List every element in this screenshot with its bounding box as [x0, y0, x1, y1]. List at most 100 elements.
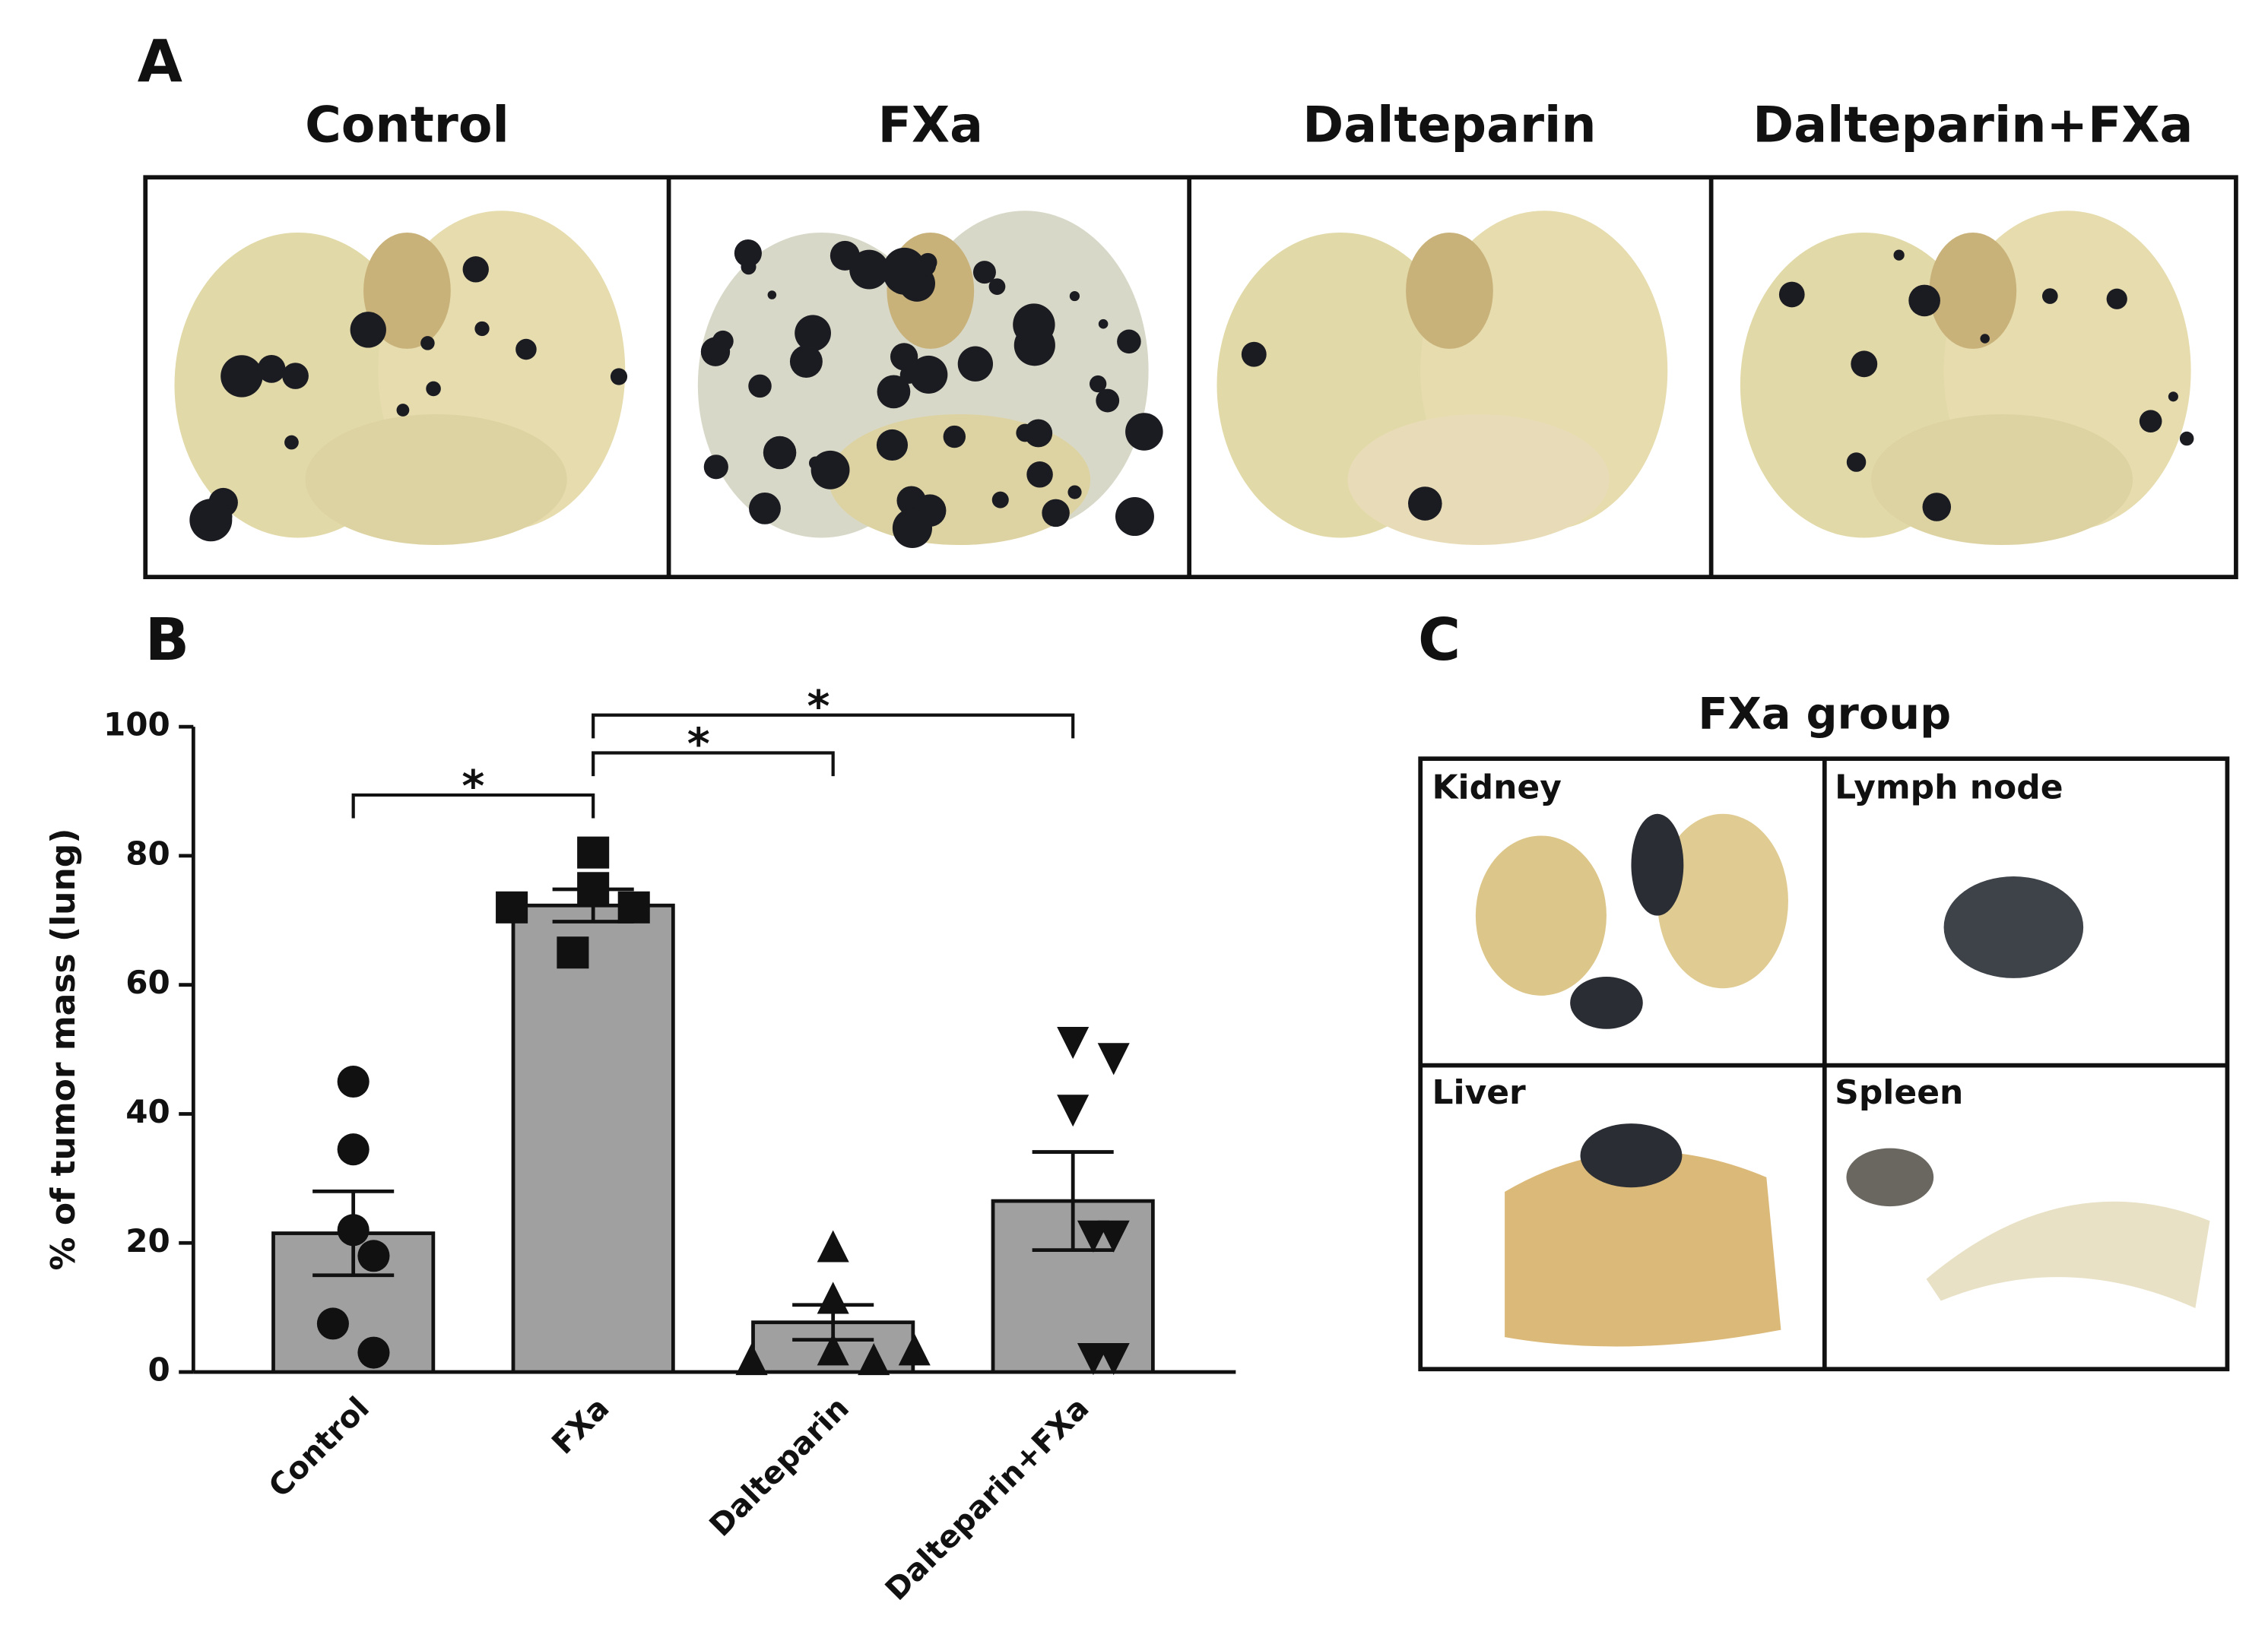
- spot: [2139, 410, 2162, 433]
- spot: [909, 355, 948, 394]
- spot: [610, 368, 628, 385]
- spot: [1069, 290, 1080, 302]
- spot: [2106, 288, 2127, 309]
- spot: [1115, 497, 1154, 537]
- panel-label: A: [138, 28, 182, 96]
- spot: [943, 425, 966, 448]
- significance-label: *: [687, 718, 710, 769]
- spot: [1024, 419, 1053, 448]
- spot: [420, 336, 435, 350]
- data-point: [1077, 1220, 1109, 1253]
- photo-title: Dalteparin: [1302, 97, 1596, 154]
- photo-label: Kidney: [1432, 768, 1561, 806]
- data-point: [577, 872, 610, 905]
- spot: [1096, 388, 1120, 413]
- spot: [1042, 499, 1070, 528]
- y-tick-label: 40: [125, 1093, 170, 1130]
- spot: [282, 363, 309, 389]
- photo-title: Dalteparin+FXa: [1753, 97, 2193, 154]
- data-point: [577, 836, 610, 869]
- data-point: [337, 1065, 370, 1098]
- spot: [215, 508, 233, 525]
- spot: [892, 508, 933, 548]
- spot: [284, 435, 299, 450]
- spot: [1408, 486, 1442, 521]
- spot: [426, 381, 441, 397]
- spot: [748, 374, 772, 398]
- spot: [474, 321, 490, 337]
- lung-lobe: [1347, 413, 1610, 546]
- spot: [795, 315, 831, 352]
- data-point: [817, 1230, 849, 1263]
- spot: [220, 355, 263, 398]
- spot: [972, 261, 996, 284]
- y-tick-label: 20: [125, 1222, 170, 1259]
- significance-label: *: [462, 761, 484, 812]
- data-point: [1097, 1220, 1130, 1253]
- data-point: [1097, 1343, 1130, 1376]
- spot: [2168, 391, 2178, 402]
- organ: [1631, 813, 1684, 916]
- y-axis-label: % of tumor mass (lung): [44, 829, 83, 1271]
- lung-lobe: [305, 413, 567, 546]
- spot: [703, 455, 728, 480]
- data-point: [898, 1333, 931, 1366]
- spot: [957, 346, 994, 382]
- spot: [734, 239, 762, 268]
- bar: [511, 903, 675, 1374]
- spot: [1922, 493, 1952, 521]
- data-point: [858, 1343, 890, 1376]
- spot: [890, 343, 918, 371]
- spot: [1089, 375, 1107, 393]
- spot: [1778, 281, 1805, 308]
- organ: [1926, 1201, 2210, 1308]
- spot: [1908, 284, 1940, 317]
- data-point: [817, 1282, 849, 1314]
- spot: [515, 338, 537, 360]
- data-point: [1057, 1095, 1090, 1127]
- photo-label: Liver: [1432, 1073, 1526, 1112]
- spot: [1117, 329, 1141, 354]
- spot: [767, 290, 777, 299]
- spot: [1125, 413, 1163, 451]
- spot: [749, 492, 781, 524]
- data-point: [1077, 1343, 1109, 1376]
- trachea: [1929, 232, 2017, 349]
- photo-title: Control: [305, 97, 509, 154]
- significance-bracket: [592, 751, 835, 777]
- organ: [1475, 835, 1607, 996]
- data-point: [357, 1240, 390, 1272]
- data-point: [496, 891, 528, 924]
- lung-lobe: [1870, 413, 2133, 546]
- significance-label: *: [807, 681, 830, 732]
- trachea: [363, 232, 451, 349]
- data-point: [357, 1336, 390, 1369]
- y-tick-label: 0: [147, 1351, 170, 1389]
- spot: [789, 345, 823, 379]
- organ: [1657, 813, 1788, 989]
- photo-label: Lymph node: [1835, 768, 2063, 806]
- organ: [1570, 976, 1643, 1029]
- photo-strip: [174, 211, 2194, 548]
- spot: [1980, 334, 1990, 344]
- spot: [763, 436, 797, 470]
- spot: [1026, 461, 1053, 488]
- data-point: [1097, 1043, 1130, 1076]
- panel-title: FXa group: [1698, 688, 1951, 739]
- data-point: [1057, 1027, 1090, 1060]
- data-point: [337, 1133, 370, 1166]
- spot: [2041, 288, 2058, 304]
- data-point: [617, 891, 650, 924]
- organ: [1505, 1151, 1781, 1347]
- significance-bracket: [592, 713, 1075, 739]
- organ: [1846, 1148, 1934, 1207]
- trachea: [1406, 232, 1493, 349]
- spot: [810, 450, 850, 489]
- photo-label: Spleen: [1835, 1073, 1963, 1112]
- spot: [257, 355, 286, 383]
- spot: [1846, 452, 1867, 472]
- spot: [2179, 431, 2194, 446]
- spot: [1013, 325, 1055, 366]
